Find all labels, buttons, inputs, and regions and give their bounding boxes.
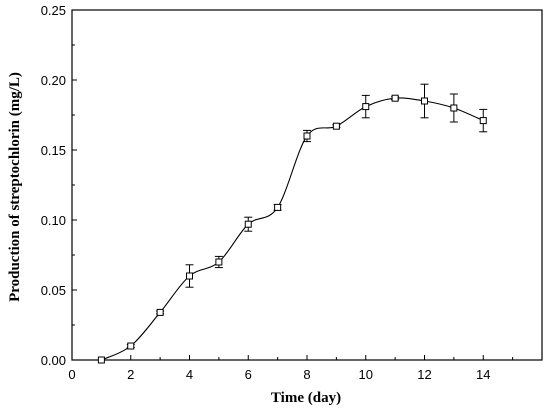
curve-layer	[101, 97, 484, 361]
marker-layer	[97, 94, 487, 364]
y-tick-label: 0.20	[41, 73, 66, 88]
y-tick-label: 0.15	[41, 143, 66, 158]
x-tick-label: 6	[245, 367, 252, 382]
x-tick-label: 12	[417, 367, 431, 382]
plot-frame-layer	[71, 9, 543, 361]
y-tick-label: 0.05	[41, 283, 66, 298]
data-point	[274, 203, 282, 211]
y-tick-label: 0.10	[41, 213, 66, 228]
y-axis-title: Production of streptochlorin (mg/L)	[7, 72, 23, 302]
data-point	[244, 220, 252, 228]
y-tick-label: 0.00	[41, 353, 66, 368]
tick-layer: 0 2 4 6 8 10 12 14 0.00 0.05 0.10 0.15 0.20 0.25	[41, 3, 514, 382]
data-point	[421, 97, 428, 105]
plot-frame	[71, 9, 543, 361]
data-point	[332, 122, 340, 130]
data-point	[303, 132, 311, 140]
data-point	[127, 342, 135, 350]
fit-curve	[101, 97, 484, 361]
data-point	[362, 103, 370, 111]
data-point	[391, 94, 399, 102]
x-tick-label: 10	[359, 367, 373, 382]
data-point	[479, 117, 487, 125]
data-point	[215, 258, 223, 266]
data-point	[186, 272, 193, 280]
x-axis-title: Time (day)	[271, 390, 341, 406]
x-tick-label: 2	[127, 367, 134, 382]
y-tick-label: 0.25	[41, 3, 66, 18]
error-bar-layer	[126, 83, 488, 348]
data-point	[97, 356, 105, 364]
x-tick-label: 0	[68, 367, 75, 382]
data-point	[450, 104, 458, 112]
x-tick-label: 14	[476, 367, 490, 382]
data-point	[156, 308, 164, 316]
x-tick-label: 8	[303, 367, 310, 382]
x-tick-label: 4	[186, 367, 193, 382]
